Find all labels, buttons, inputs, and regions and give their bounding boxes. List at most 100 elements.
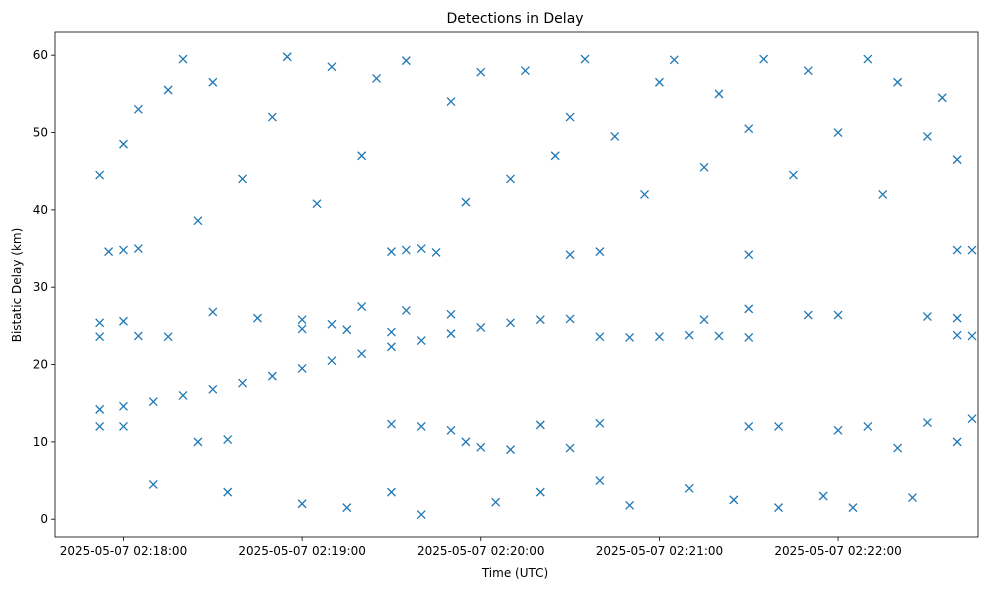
data-point (565, 250, 575, 260)
data-point (401, 305, 411, 315)
data-point (684, 330, 694, 340)
data-point (327, 319, 337, 329)
y-tick-label: 10 (33, 435, 48, 449)
data-point (461, 197, 471, 207)
data-point (401, 245, 411, 255)
data-point (744, 333, 754, 342)
y-tick-label: 30 (33, 280, 48, 294)
data-point (520, 66, 530, 76)
x-axis-ticks: 2025-05-07 02:18:00 2025-05-07 02:19:00 20… (60, 537, 902, 558)
data-point (580, 54, 590, 64)
data-point (535, 487, 545, 497)
y-tick-label: 20 (33, 358, 48, 372)
data-point (95, 332, 105, 342)
data-point (238, 378, 248, 388)
data-point (119, 245, 128, 255)
data-point (729, 495, 739, 505)
data-point (133, 104, 143, 114)
data-point (253, 313, 262, 323)
data-point (744, 421, 754, 431)
data-point (297, 499, 307, 509)
data-point (595, 476, 605, 486)
data-point (446, 329, 456, 339)
data-point (401, 56, 411, 66)
series-0 (95, 314, 575, 414)
data-point (699, 315, 709, 325)
data-point (297, 315, 307, 325)
y-tick-label: 60 (33, 48, 48, 62)
series-3 (95, 414, 977, 455)
data-point (744, 304, 754, 314)
data-point (803, 66, 813, 76)
data-point (640, 189, 649, 199)
x-axis-label: Time (UTC) (481, 566, 548, 580)
data-point (133, 331, 143, 341)
x-tick-label: 2025-05-07 02:18:00 (60, 544, 187, 558)
data-point (595, 418, 605, 428)
data-point (476, 67, 486, 77)
data-point (327, 62, 337, 72)
data-point (595, 247, 605, 257)
data-point (223, 487, 233, 497)
data-point (178, 391, 188, 400)
data-point (386, 487, 396, 497)
data-point (327, 356, 337, 366)
data-point (416, 510, 426, 520)
data-point (922, 312, 932, 322)
data-point (833, 128, 843, 137)
data-point (893, 77, 903, 87)
data-point (386, 247, 396, 257)
data-point (565, 443, 575, 453)
y-axis-label: Bistatic Delay (km) (10, 228, 24, 343)
data-point (893, 443, 903, 453)
data-point (357, 349, 367, 359)
data-point (550, 151, 560, 161)
data-point (163, 85, 173, 95)
data-point (759, 54, 769, 64)
data-point (788, 170, 798, 180)
data-point (625, 500, 635, 510)
data-point (967, 331, 977, 341)
data-point (595, 332, 605, 342)
y-tick-label: 0 (40, 512, 48, 526)
data-point (238, 174, 248, 184)
y-tick-label: 40 (33, 203, 48, 217)
data-point (535, 315, 545, 325)
data-point (282, 52, 292, 62)
data-point (952, 437, 962, 447)
data-point (163, 332, 173, 342)
data-point (104, 247, 114, 257)
data-point (297, 324, 307, 334)
data-point (774, 421, 783, 431)
data-point (654, 77, 664, 87)
data-point (878, 189, 888, 199)
data-point (922, 418, 932, 428)
data-point (491, 497, 501, 507)
data-point (848, 503, 858, 513)
data-point (833, 425, 843, 435)
data-point (684, 483, 694, 493)
data-point (506, 445, 516, 455)
chart-title: Detections in Delay (446, 11, 583, 27)
series-5 (95, 52, 977, 520)
data-point (208, 77, 218, 87)
data-point (446, 425, 456, 435)
data-point (863, 54, 873, 64)
x-tick-label: 2025-05-07 02:22:00 (774, 544, 901, 558)
data-point (431, 247, 441, 257)
data-point (922, 131, 932, 141)
data-point (476, 322, 486, 332)
data-point (95, 421, 105, 431)
data-point (148, 479, 158, 489)
data-point (967, 414, 977, 424)
data-point (744, 124, 754, 134)
data-point (193, 437, 203, 447)
data-point (461, 437, 471, 447)
data-point (297, 363, 307, 373)
data-point (654, 332, 664, 342)
data-point (446, 97, 456, 107)
data-point (357, 151, 367, 161)
data-point (416, 421, 426, 431)
data-point (312, 199, 322, 209)
